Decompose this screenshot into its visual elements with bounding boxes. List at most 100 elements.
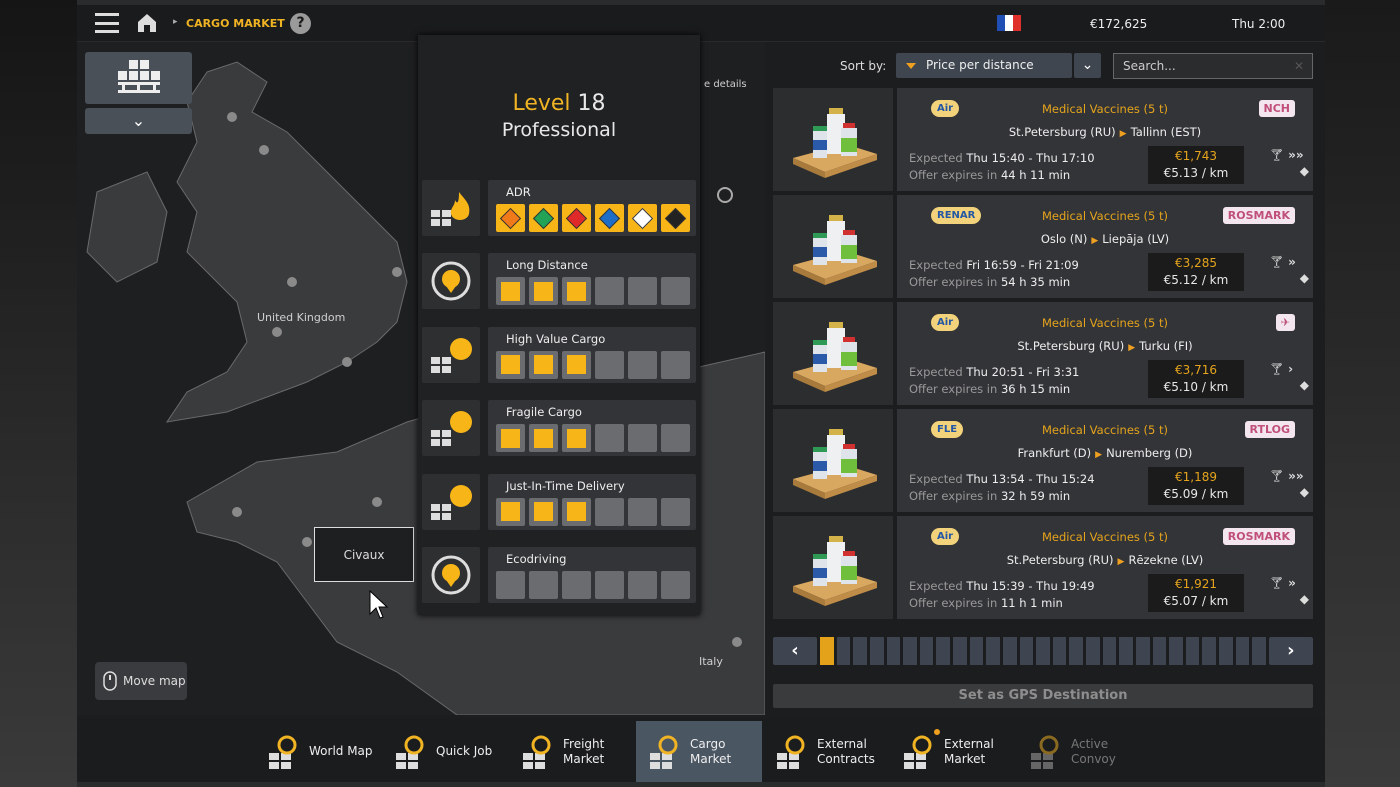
help-button[interactable]: ? [290,13,311,34]
page-segment[interactable] [1219,637,1233,665]
level-number: 18 [577,91,606,116]
page-segment[interactable] [1185,637,1200,665]
page-segment[interactable] [919,637,934,665]
nav-freight-market[interactable]: Freight Market [509,721,635,782]
nav-active-convoy[interactable]: Active Convoy [1017,721,1143,782]
offer-card[interactable]: Air Medical Vaccines (5 t) ✈ St.Petersbu… [773,302,1313,405]
expires-label: Offer expires in [909,168,998,182]
skill-level-pips [496,277,690,305]
skill-row[interactable]: High Value Cargo [422,326,696,383]
nav-external-market[interactable]: External Market [890,721,1016,782]
page-segment[interactable] [953,637,967,665]
nav-quick-job[interactable]: Quick Job [382,721,508,782]
cargo-category-button[interactable] [85,52,192,104]
page-segment[interactable] [1202,637,1216,665]
background-left [0,0,77,787]
page-segment[interactable] [1069,637,1083,665]
page-segment[interactable] [1235,637,1250,665]
breadcrumb[interactable]: CARGO MARKET [186,17,285,30]
set-gps-destination-button[interactable]: Set as GPS Destination [773,684,1313,708]
page-segment[interactable] [936,637,950,665]
search-input[interactable]: Search... ✕ [1113,53,1313,79]
page-segment[interactable] [1052,637,1067,665]
page-segment[interactable] [986,637,1000,665]
fragile-icon: 🍸︎ [1269,469,1285,483]
offer-card[interactable]: Air Medical Vaccines (5 t) ROSMARK St.Pe… [773,516,1313,619]
offer-card[interactable]: FLE Medical Vaccines (5 t) RTLOG Frankfu… [773,409,1313,512]
active-convoy-icon [1029,735,1063,769]
page-segment[interactable] [886,637,901,665]
home-icon[interactable] [137,13,157,33]
page-segment[interactable] [1252,637,1266,665]
expected-label: Expected [909,365,963,379]
urgency-icon: › [1288,362,1294,376]
offer-timing: Expected Fri 16:59 - Fri 21:09 Offer expi… [909,257,1079,291]
route-arrow-icon: ▶ [1095,450,1103,460]
skill-row[interactable]: Fragile Cargo [422,400,696,456]
route: St.Petersburg (RU) ▶ Tallinn (EST) [897,125,1313,139]
skill-pip-filled [529,350,558,379]
page-segment[interactable] [1102,637,1117,665]
adr-diamond-icon: ◆ [1299,592,1309,606]
page-segment[interactable] [1002,637,1017,665]
ecodriving-leaf-icon [422,547,480,603]
sort-select[interactable]: Price per distance [896,53,1072,78]
expected-time: Thu 15:40 - Thu 17:10 [966,151,1095,165]
source-company-logo: FLE [931,416,964,442]
page-segment[interactable] [1152,637,1167,665]
move-map-button[interactable]: Move map [95,662,187,700]
nav-world-map[interactable]: World Map [255,721,381,782]
page-segment[interactable] [1169,637,1183,665]
nav-label-line2: Market [944,751,986,766]
skill-row[interactable]: Just-In-Time Delivery [422,473,696,530]
destination: Tallinn (EST) [1130,125,1202,139]
adr-class-icon [595,204,624,232]
nav-external-contracts[interactable]: External Contracts [763,721,889,782]
offer-card[interactable]: RENAR Medical Vaccines (5 t) ROSMARK Osl… [773,195,1313,298]
adr-diamond-icon: ◆ [1299,164,1309,178]
page-segment[interactable] [969,637,984,665]
nav-label: External Contracts [817,737,875,767]
nav-label-line2: Convoy [1071,751,1116,766]
skill-box: Just-In-Time Delivery [488,473,696,530]
skill-row[interactable]: Long Distance [422,253,696,309]
prev-page-button[interactable]: ‹ [773,637,817,665]
page-segment[interactable] [1135,637,1150,665]
expires-time: 54 h 35 min [1000,275,1071,289]
skill-adr[interactable]: ADR [422,180,696,236]
urgency-icon: » [1288,576,1296,590]
freight-market-icon [521,735,555,769]
next-page-button[interactable]: › [1268,637,1313,665]
category-dropdown-button[interactable]: ⌄ [85,108,192,134]
page-segment[interactable] [820,637,834,665]
vaccine-pallet-icon [793,535,877,606]
menu-icon[interactable] [95,13,119,33]
page-segment[interactable] [903,637,917,665]
page-segment[interactable] [853,637,867,665]
destination-company-logo: RTLOG [1244,416,1295,442]
page-segment[interactable] [1086,637,1100,665]
offer-info: Air Medical Vaccines (5 t) NCH St.Peters… [897,88,1313,191]
page-segment[interactable] [1119,637,1133,665]
fragile-glass-icon [422,400,480,456]
destination: Turku (FI) [1139,339,1193,353]
sort-label: Sort by: [840,59,887,73]
sort-dropdown-chevron-icon[interactable]: ⌄ [1074,53,1101,78]
page-segment[interactable] [836,637,851,665]
skill-pip-empty [661,497,690,526]
page-segment[interactable] [1036,637,1050,665]
clear-search-icon[interactable]: ✕ [1293,59,1304,73]
page-segment[interactable] [869,637,884,665]
offer-card[interactable]: Air Medical Vaccines (5 t) NCH St.Peters… [773,88,1313,191]
price-per-km: €5.13 / km [1163,166,1229,180]
skill-box: High Value Cargo [488,326,696,383]
nav-cargo-market[interactable]: Cargo Market [636,721,762,782]
expires-label: Offer expires in [909,489,998,503]
mouse-cursor-icon [369,590,389,619]
destination: Rēzekne (LV) [1128,553,1204,567]
skill-row[interactable]: Ecodriving [422,547,696,603]
selected-city-label: Civaux [314,527,414,582]
page-segment[interactable] [1019,637,1034,665]
adr-diamond-icon: ◆ [1299,485,1309,499]
cargo-attributes: 🍸︎ » ◆ [1269,576,1309,606]
